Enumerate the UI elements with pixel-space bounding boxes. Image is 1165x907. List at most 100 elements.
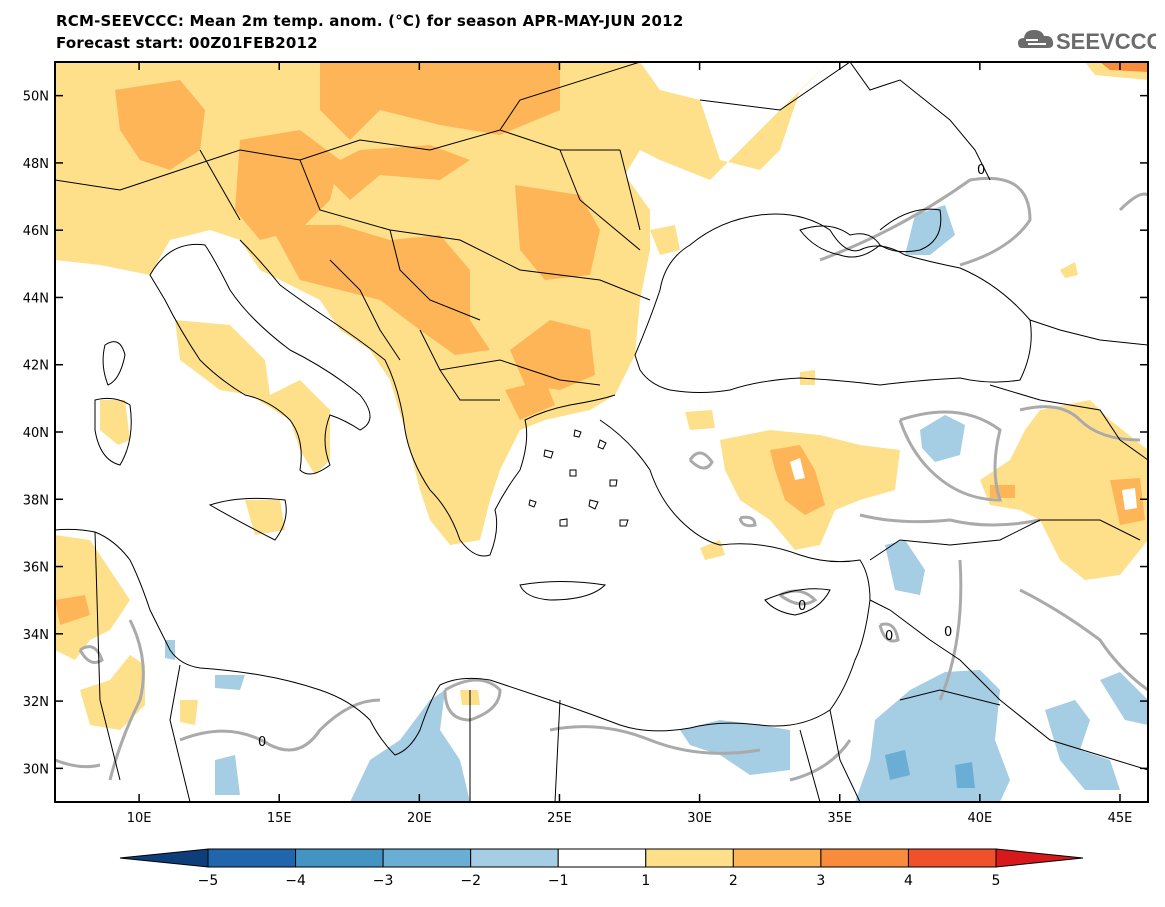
anomaly-region-2to3-hungary [320, 145, 470, 200]
colorbar-label: −4 [285, 873, 306, 889]
colorbar: −5 −4 −3 −2 −1 1 2 3 4 5 [119, 848, 1084, 889]
longitude-axis: 10E 15E 20E 25E 30E 35E 40E 45E [127, 62, 1133, 826]
cloud-icon [1018, 30, 1054, 48]
zero-contour-syria [859, 513, 1041, 527]
colorbar-label: −2 [460, 873, 481, 889]
zero-contour-egypt [549, 725, 761, 755]
zero-anomaly-contours [55, 176, 1148, 782]
colorbar-segment [207, 848, 297, 868]
lat-tick-label: 34N [23, 628, 49, 643]
anomaly-region-2to3-poland [320, 62, 560, 140]
zero-contour-jordan [878, 622, 900, 643]
colorbar-arrow-high [995, 848, 1084, 868]
anomaly-region-1to2-sicily [245, 500, 285, 535]
colorbar-arrow-low [119, 848, 209, 868]
anomaly-region-2to3-africa [55, 595, 90, 625]
zero-contour-central-turkey [688, 451, 714, 470]
contour-label-0: 0 [798, 599, 806, 614]
colorbar-segment [907, 848, 997, 868]
zero-contour-anatolia [898, 410, 1003, 502]
anomaly-region-1to2-africa [55, 535, 130, 660]
coastline-corsica [102, 341, 126, 386]
coastline-black-sea [634, 213, 1032, 393]
coastline-sardinia [94, 397, 132, 466]
seevccc-logo: SEEVCCC [1018, 29, 1156, 54]
coastline-aegean-islands [528, 429, 629, 527]
anomaly-region-2to3-germany [115, 80, 205, 170]
lat-tick-label: 40N [23, 426, 49, 441]
contour-label-0: 0 [977, 163, 985, 178]
anomaly-region-1to2-turkey-west [685, 410, 715, 430]
anomaly-region-neg1to2-libya-w [215, 755, 240, 795]
anomaly-region-neg1to2-libya [350, 690, 470, 802]
colorbar-label: −5 [198, 873, 219, 889]
zero-contour-iraq [1019, 588, 1148, 692]
colorbar-segment [645, 848, 734, 868]
colorbar-label: −3 [373, 873, 394, 889]
lon-tick-label: 35E [827, 811, 852, 826]
anomaly-region-1to2-small-ne [1060, 262, 1078, 278]
anomaly-region-neg2to3-arabia [885, 750, 910, 780]
contour-labels: 0 0 0 0 0 [258, 163, 985, 750]
colorbar-segment [732, 848, 822, 868]
colorbar-segment [557, 848, 647, 868]
anomaly-region-neg1to2-crimea [905, 205, 955, 255]
anomaly-region-2to3-romania [515, 185, 600, 280]
anomaly-shading [55, 62, 1148, 802]
colorbar-segment [820, 848, 909, 868]
lat-tick-label: 30N [23, 762, 49, 777]
lon-tick-label: 45E [1108, 811, 1133, 826]
anomaly-region-2to3-bulgaria [510, 320, 595, 390]
anomaly-region-2to3-ne-corner [1100, 62, 1148, 72]
anomaly-region-1to2-sardinia [100, 400, 130, 445]
lon-tick-label: 30E [687, 811, 712, 826]
zero-contour-ukraine [819, 176, 1032, 267]
coastline-balkans [239, 239, 616, 557]
anomaly-region-neg1to2-egypt [680, 720, 790, 775]
lon-tick-label: 25E [547, 811, 572, 826]
colorbar-label: 5 [992, 873, 1001, 889]
lat-tick-label: 32N [23, 695, 49, 710]
colorbar-label: −1 [548, 873, 569, 889]
border-lines [55, 62, 1148, 802]
lat-tick-label: 48N [23, 157, 49, 172]
zero-contour-caucasus [1118, 192, 1148, 212]
lon-tick-label: 20E [407, 811, 432, 826]
anomaly-region-neg1to2-syria [885, 540, 925, 595]
colorbar-segment [470, 848, 559, 868]
anomaly-region-2to3-turkey [770, 445, 825, 515]
anomaly-region-2to3-greece [505, 380, 555, 420]
zero-contour-libya-e [443, 678, 502, 722]
colorbar-segment [295, 848, 384, 868]
coastline-levant [55, 528, 871, 756]
zero-contour-sinai [789, 739, 852, 782]
lon-tick-label: 10E [127, 811, 152, 826]
zero-contour-morocco-s [55, 758, 101, 769]
lon-tick-label: 40E [967, 811, 992, 826]
contour-label-0: 0 [258, 735, 266, 750]
zero-contour-mesopotamia [938, 559, 963, 701]
lat-tick-label: 44N [23, 291, 49, 306]
coastline-azov [879, 208, 942, 253]
anomaly-region-neg1to2-iran [1100, 672, 1148, 725]
latitude-axis: 30N 32N 34N 36N 38N 40N 42N 44N 46N 48N 50N [23, 90, 1148, 777]
forecast-start-subtitle: Forecast start: 00Z01FEB2012 [56, 34, 318, 52]
anomaly-region-1to2-libya [80, 655, 145, 730]
anomaly-region-neg1to2-east-arabia [1045, 700, 1120, 790]
zero-contour-east-med [738, 515, 757, 528]
anomaly-region-2to3-central-europe [235, 130, 340, 240]
lon-tick-label: 15E [267, 811, 292, 826]
anomaly-region-1to2-east [980, 400, 1148, 580]
anomaly-region-2to3-iraq [990, 485, 1015, 498]
colorbar-label: 1 [641, 873, 650, 889]
anomaly-region-2to3-balkan [270, 225, 490, 355]
anomaly-region-neg1to2-turkey [920, 415, 965, 462]
zero-contour-east-turkey [1019, 405, 1141, 442]
anomaly-region-1to2-turkey-n [800, 370, 815, 385]
lat-tick-label: 50N [23, 90, 49, 105]
colorbar-label: 4 [904, 873, 913, 889]
lat-tick-label: 36N [23, 561, 49, 576]
coastlines-and-borders [55, 62, 1148, 802]
logo-text: SEEVCCC [1056, 29, 1156, 54]
